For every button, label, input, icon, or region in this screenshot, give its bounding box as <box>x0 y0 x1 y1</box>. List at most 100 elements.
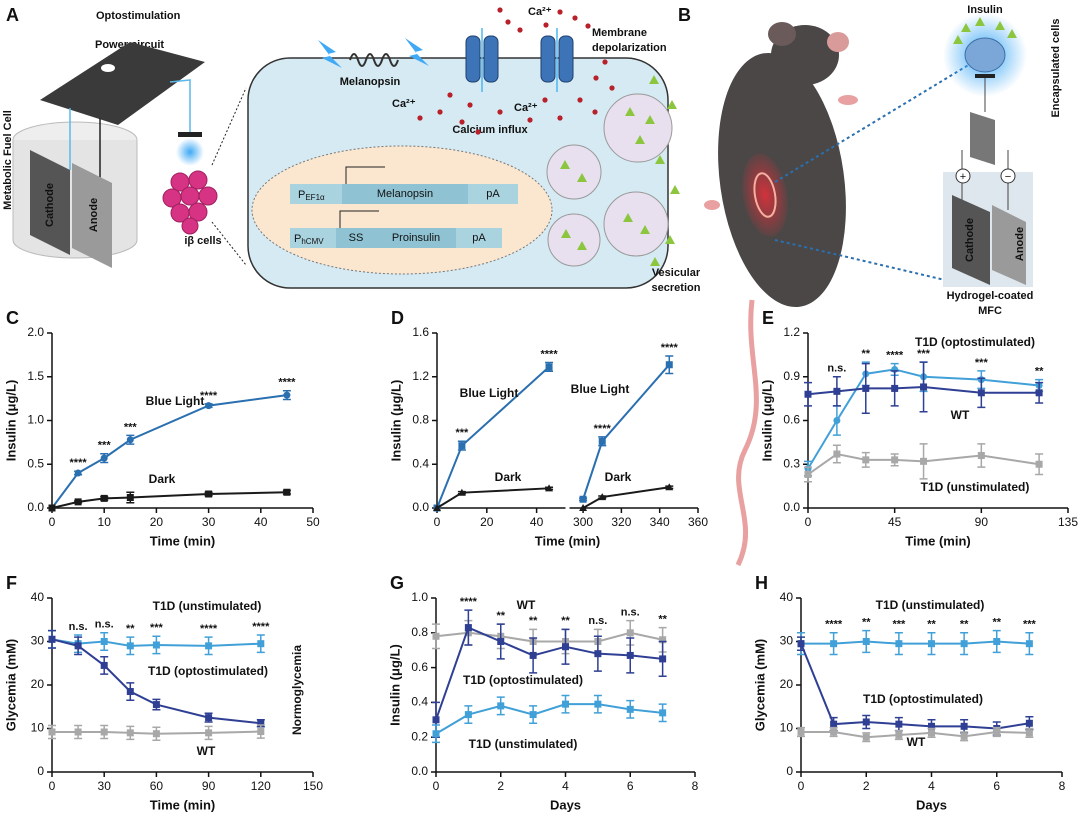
anode <box>992 205 1026 285</box>
marker <box>830 728 838 736</box>
calcium-ion <box>497 109 503 115</box>
marker <box>1025 719 1033 727</box>
mouse-tail <box>735 299 759 567</box>
marker <box>862 456 870 464</box>
x-tick-label: 4 <box>562 779 569 793</box>
series-label: Blue Light <box>571 382 630 396</box>
marker <box>433 504 441 511</box>
y-tick-label: 2.0 <box>27 325 44 339</box>
y-tick-label: 0.8 <box>412 413 429 427</box>
marker <box>126 688 134 696</box>
marker <box>545 363 553 371</box>
melanopsin-protein <box>349 53 399 67</box>
marker <box>977 389 985 397</box>
series-label: T1D (unstimulated) <box>876 598 985 612</box>
insulin-granule <box>665 235 675 244</box>
mouse-nose <box>827 32 849 52</box>
label: MFC <box>978 305 1002 317</box>
label: Proinsulin <box>392 232 440 244</box>
significance: ** <box>561 615 570 627</box>
calcium-ion <box>577 97 583 103</box>
label: SS <box>349 232 364 244</box>
marker <box>928 722 935 730</box>
marker <box>928 640 935 648</box>
implant <box>753 172 777 218</box>
insulin-granule <box>623 213 633 222</box>
significance: **** <box>886 350 904 362</box>
label: Ca²⁺ <box>528 6 552 18</box>
power-circuit <box>40 42 205 125</box>
light-bolt <box>405 38 429 66</box>
significance: *** <box>98 440 112 452</box>
marker <box>891 456 899 464</box>
x-tick-label: 20 <box>480 515 494 529</box>
x-tick-label: 0 <box>49 515 56 529</box>
y-tick-label: 20 <box>31 677 45 691</box>
calcium-ion <box>459 119 465 125</box>
y-tick-label: 0.3 <box>783 456 800 470</box>
significance: n.s. <box>588 615 607 627</box>
marker <box>830 720 838 728</box>
marker <box>283 391 291 399</box>
marker <box>598 437 606 445</box>
data-line <box>436 487 550 509</box>
polya <box>456 228 502 248</box>
panel-letter: B <box>678 5 691 25</box>
wire <box>169 79 191 132</box>
y-tick-label: 30 <box>780 634 794 648</box>
marker <box>895 720 903 728</box>
signal-seq <box>336 228 376 248</box>
calcium-ion <box>517 27 523 33</box>
marker <box>283 488 291 496</box>
marker <box>626 629 634 637</box>
label: + <box>960 171 966 183</box>
x-tick-label: 6 <box>993 779 1000 793</box>
marker <box>862 718 870 726</box>
significance: *** <box>124 421 138 433</box>
label: Metabolic Fuel Cell <box>2 110 14 210</box>
significance: ** <box>496 610 505 622</box>
series-label: WT <box>197 744 216 758</box>
marker <box>100 494 108 502</box>
x-tick-label: 135 <box>1058 515 1078 529</box>
x-tick-label: 6 <box>627 779 634 793</box>
data-line <box>435 631 663 643</box>
label: Hydrogel-coated <box>947 290 1034 302</box>
led <box>178 132 202 137</box>
marker <box>665 483 674 491</box>
data-line <box>800 643 1030 730</box>
series-label: WT <box>951 408 970 422</box>
significance: ** <box>658 613 667 625</box>
marker <box>257 719 265 727</box>
y-tick-label: 1.5 <box>27 369 44 383</box>
x-tick-label: 8 <box>1059 779 1066 793</box>
series-label: T1D (unstimulated) <box>921 480 1030 494</box>
panel-letter: A <box>6 5 19 25</box>
x-tick-label: 8 <box>692 779 699 793</box>
marker <box>100 728 108 736</box>
marker <box>497 702 505 710</box>
significance: **** <box>252 621 270 633</box>
y-tick-label: 0.6 <box>783 413 800 427</box>
x-tick-label: 40 <box>254 515 268 529</box>
x-tick-label: 120 <box>251 779 271 793</box>
y-tick-label: 1.0 <box>27 413 44 427</box>
series-label: T1D (unstimulated) <box>153 599 262 613</box>
y-tick-label: 0 <box>37 764 44 778</box>
series-label: Dark <box>149 472 176 486</box>
significance: **** <box>825 619 843 631</box>
x-tick-label: 30 <box>98 779 112 793</box>
marker <box>48 728 56 736</box>
marker <box>257 640 265 648</box>
significance: *** <box>892 619 906 631</box>
marker <box>626 705 634 713</box>
label: Cathode <box>44 183 56 227</box>
annotation: Normoglycemia <box>290 645 304 735</box>
mouse-paw <box>704 200 720 210</box>
marker <box>100 661 108 669</box>
x-tick-label: 40 <box>530 515 544 529</box>
series-label: T1D (optostimulated) <box>148 664 268 678</box>
y-axis-label: Glycemia (mM) <box>752 639 767 731</box>
x-tick-label: 30 <box>202 515 216 529</box>
series-label: Dark <box>605 470 632 484</box>
